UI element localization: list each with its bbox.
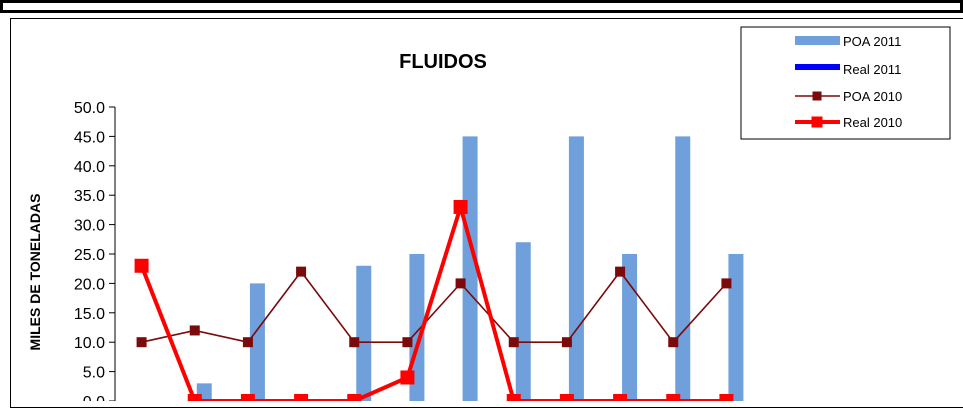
point-poa-2010 <box>242 337 253 348</box>
legend-swatch-real-2011 <box>795 64 840 70</box>
bar-poa-2011 <box>515 242 531 401</box>
y-tick-label: 5.0 <box>83 365 105 382</box>
bar-poa-2011 <box>249 283 265 401</box>
point-real-2010 <box>613 394 628 401</box>
point-real-2010 <box>347 394 362 401</box>
point-poa-2010 <box>349 337 360 348</box>
chart-title: FLUIDOS <box>399 51 487 73</box>
bar-poa-2011 <box>622 254 638 401</box>
point-poa-2010 <box>508 337 519 348</box>
legend-label-real-2011: Real 2011 <box>843 62 901 77</box>
point-real-2010 <box>240 394 255 401</box>
point-poa-2010 <box>615 266 626 277</box>
bar-poa-2011 <box>356 265 372 401</box>
point-real-2010 <box>134 258 149 273</box>
point-real-2010 <box>453 199 468 214</box>
bar-poa-2011 <box>675 136 691 401</box>
point-poa-2010 <box>668 337 679 348</box>
point-poa-2010 <box>136 337 147 348</box>
y-tick-label: 40.0 <box>74 159 105 176</box>
point-real-2010 <box>400 370 415 385</box>
point-poa-2010 <box>561 337 572 348</box>
point-poa-2010 <box>402 337 413 348</box>
bar-poa-2011 <box>568 136 584 401</box>
y-tick-label: 20.0 <box>74 276 105 293</box>
y-tick-label: 30.0 <box>74 218 105 235</box>
point-real-2010 <box>666 394 681 401</box>
legend-swatch-poa-2011 <box>795 36 840 45</box>
legend-label-poa-2011: POA 2011 <box>843 34 901 49</box>
legend-label-poa-2010: POA 2010 <box>843 89 902 104</box>
bar-poa-2011 <box>728 254 744 401</box>
bar-poa-2011 <box>462 136 478 401</box>
top-border-bar <box>0 0 963 13</box>
y-tick-label: 0.0 <box>83 394 105 401</box>
y-axis-label: MILES DE TONELADAS <box>27 194 43 351</box>
legend-label-real-2010: Real 2010 <box>843 115 902 130</box>
point-poa-2010 <box>296 266 307 277</box>
y-tick-label: 50.0 <box>74 100 105 117</box>
point-real-2010 <box>187 394 202 401</box>
y-tick-label: 15.0 <box>74 306 105 323</box>
point-real-2010 <box>719 394 734 401</box>
legend: POA 2011 Real 2011 POA 2010 Real 2010 <box>740 26 951 140</box>
legend-marker-real-2010 <box>811 116 823 128</box>
legend-marker-poa-2010 <box>812 91 822 101</box>
point-poa-2010 <box>455 278 466 289</box>
point-real-2010 <box>506 394 521 401</box>
point-poa-2010 <box>189 325 200 336</box>
y-tick-label: 25.0 <box>74 247 105 264</box>
legend-box <box>740 26 951 140</box>
point-real-2010 <box>559 394 574 401</box>
point-real-2010 <box>294 394 309 401</box>
y-tick-label: 10.0 <box>74 335 105 352</box>
line-real-2010 <box>139 199 727 401</box>
point-poa-2010 <box>721 278 732 289</box>
y-tick-label: 45.0 <box>74 129 105 146</box>
line-poa-2010 <box>141 270 728 344</box>
y-tick-label: 35.0 <box>74 188 105 205</box>
